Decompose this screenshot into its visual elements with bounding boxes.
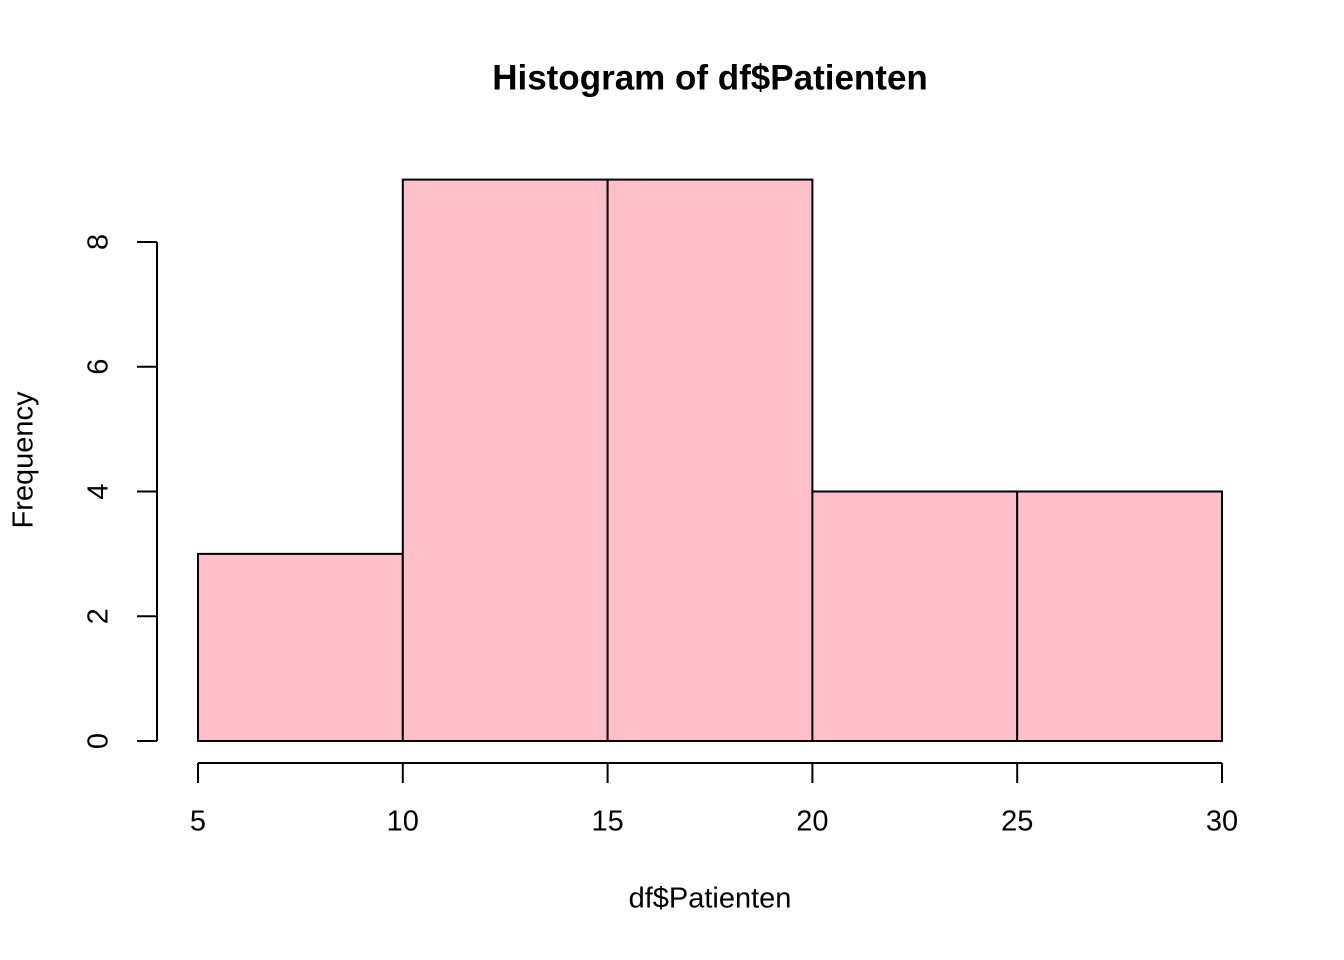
x-tick-label: 30 (1206, 806, 1238, 838)
bar (197, 552, 404, 742)
y-tick-label: 6 (83, 359, 115, 375)
y-tick-label: 4 (83, 483, 115, 499)
bar (1016, 490, 1224, 742)
chart-title: Histogram of df$Patienten (492, 58, 928, 97)
x-tick-label: 10 (387, 806, 419, 838)
y-tick-label: 8 (83, 234, 115, 250)
bar (606, 178, 814, 743)
x-tick-label: 5 (190, 806, 206, 838)
x-tick-label: 15 (591, 806, 623, 838)
y-tick-label: 2 (83, 608, 115, 624)
y-tick-label: 0 (83, 733, 115, 749)
bar (811, 490, 1019, 742)
x-axis-label: df$Patienten (629, 883, 792, 915)
x-tick-label: 25 (1001, 806, 1033, 838)
y-axis-label: Frequency (8, 391, 40, 529)
x-tick-label: 20 (796, 806, 828, 838)
bar (401, 178, 609, 743)
